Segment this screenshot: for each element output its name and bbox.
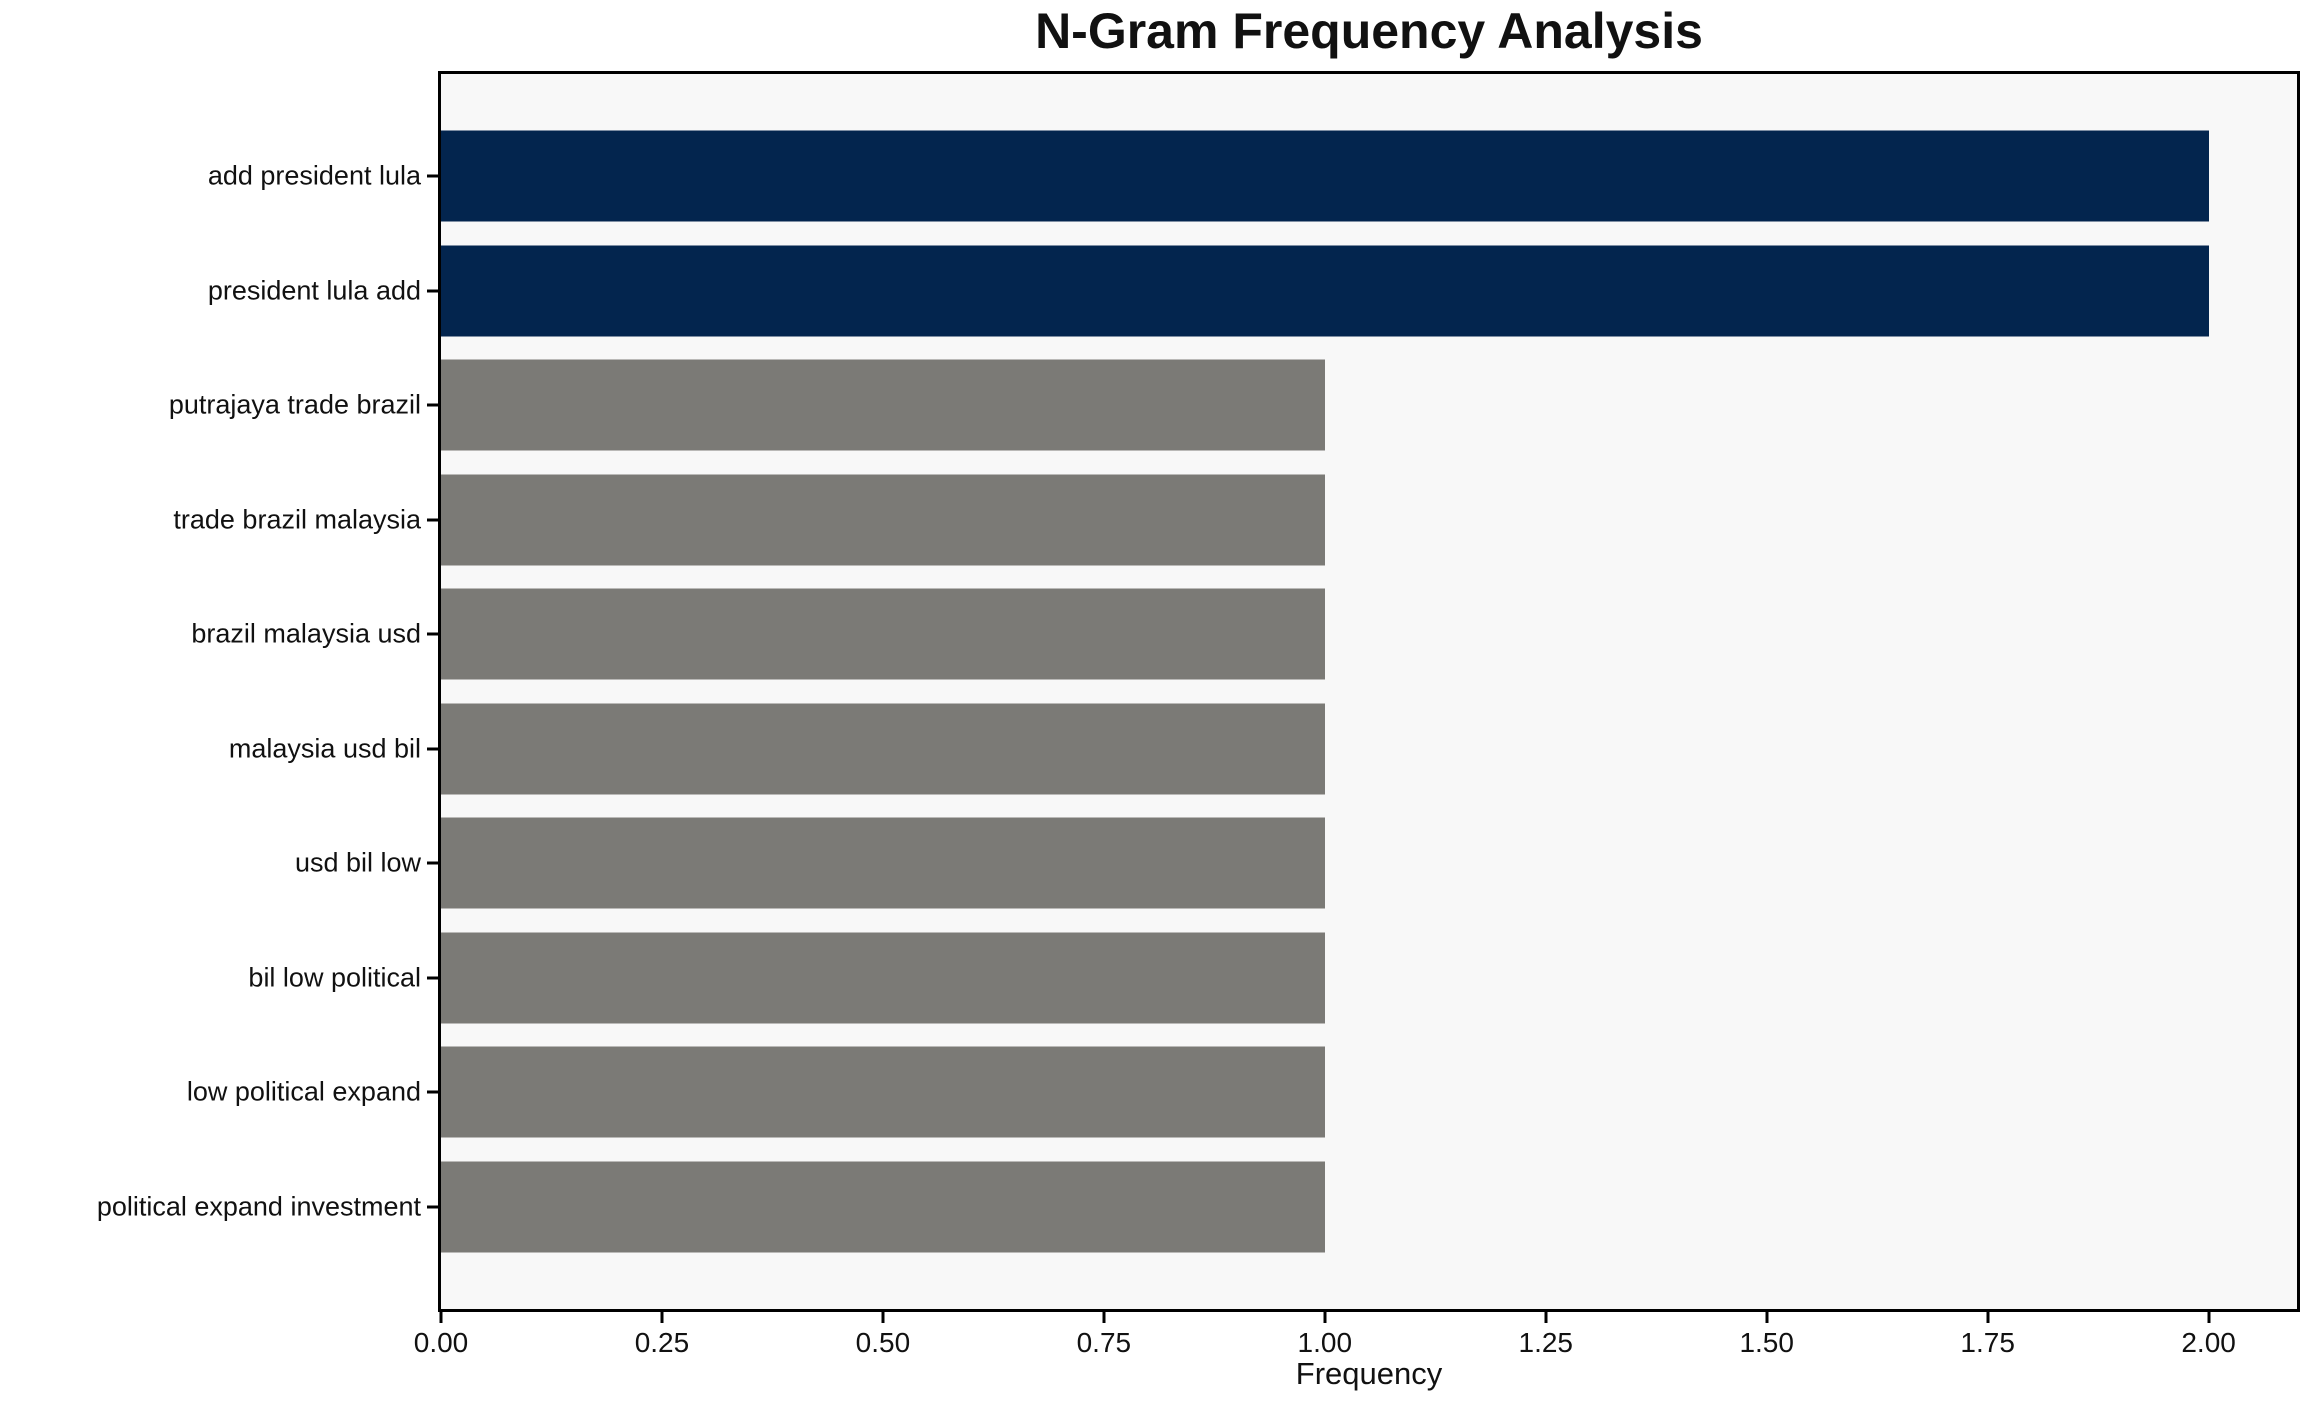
x-tick [1765,1312,1769,1323]
bar [441,588,1325,680]
x-tick-label: 1.25 [1518,1327,1574,1358]
bar-row: political expand investment [97,1150,2297,1265]
x-tick [1102,1312,1106,1323]
x-tick-label: 0.50 [855,1327,911,1358]
y-tick [427,747,438,751]
bar [441,359,1325,451]
x-axis-label: Frequency [1295,1356,1443,1391]
y-tick-label: add president lula [207,160,421,191]
bar-row: add president lula [208,119,2297,234]
x-tick-label: 1.00 [1297,1327,1353,1358]
y-tick [427,289,438,293]
bar [441,703,1325,795]
bar-row: bil low political [248,921,2297,1036]
x-tick-label: 0.75 [1076,1327,1132,1358]
plot-area: add president lula president lula add putr… [97,71,2300,1357]
x-tick [881,1312,885,1323]
y-tick-label: malaysia usd bil [228,733,421,764]
x-tick-label: 0.25 [634,1327,690,1358]
bar-row: brazil malaysia usd [191,577,2297,692]
x-tick-label: 1.75 [1960,1327,2015,1358]
x-tick [1986,1312,1990,1323]
x-tick [1544,1312,1548,1323]
x-tick-label: 2.00 [2181,1327,2236,1358]
bar [441,932,1325,1024]
chart-title: N-Gram Frequency Analysis [1035,3,1703,59]
x-tick-label: 1.50 [1739,1327,1794,1358]
y-tick [427,518,438,522]
bar [441,474,1325,566]
bar-row: usd bil low [295,806,2297,921]
bar-row: trade brazil malaysia [173,463,2297,578]
x-tick [439,1312,443,1323]
x-tick-label: 0.00 [413,1327,469,1358]
x-tick [1323,1312,1327,1323]
y-tick [427,1090,438,1094]
bar-row: low political expand [187,1035,2297,1150]
y-tick [427,632,438,636]
bar [441,130,2209,222]
bar [441,245,2209,337]
y-tick [427,403,438,407]
y-tick [427,174,438,178]
bar [441,1046,1325,1138]
y-tick-label: low political expand [186,1076,421,1107]
y-tick-label: putrajaya trade brazil [168,389,421,420]
bar-row: putrajaya trade brazil [169,348,2297,463]
bar-row: president lula add [208,234,2297,349]
y-tick [427,861,438,865]
y-tick-label: bil low political [248,962,421,993]
bar [441,817,1325,909]
y-tick-label: trade brazil malaysia [173,504,421,535]
y-tick-label: brazil malaysia usd [191,618,421,649]
bars-container: add president lula president lula add putr… [97,74,2297,1309]
y-tick-label: president lula add [207,275,421,306]
x-tick [2207,1312,2211,1323]
x-tick [660,1312,664,1323]
y-tick [427,1205,438,1209]
y-tick [427,976,438,980]
y-tick-label: usd bil low [294,847,421,878]
bar-row: malaysia usd bil [229,692,2297,807]
y-tick-label: political expand investment [96,1191,421,1222]
bar [441,1161,1325,1253]
